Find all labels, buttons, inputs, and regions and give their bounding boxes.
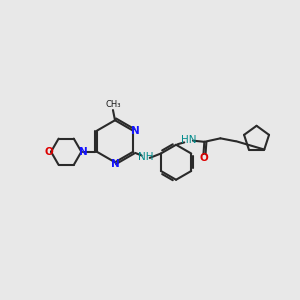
- Text: O: O: [45, 147, 53, 157]
- Text: N: N: [79, 147, 88, 157]
- Text: HN: HN: [181, 135, 196, 146]
- Text: NH: NH: [138, 152, 153, 162]
- Text: CH₃: CH₃: [105, 100, 121, 109]
- Text: N: N: [111, 159, 119, 169]
- Text: N: N: [130, 126, 139, 136]
- Text: O: O: [199, 153, 208, 163]
